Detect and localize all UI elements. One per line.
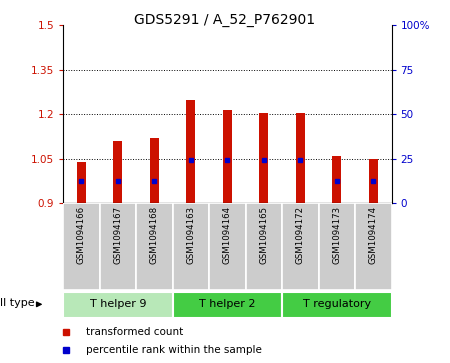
Text: transformed count: transformed count — [86, 327, 183, 337]
Bar — [259, 113, 268, 203]
Text: percentile rank within the sample: percentile rank within the sample — [86, 345, 262, 355]
Bar — [209, 203, 246, 290]
Bar — [296, 113, 305, 203]
Bar — [172, 292, 282, 318]
Bar — [319, 203, 355, 290]
Bar — [63, 292, 172, 318]
Bar — [76, 162, 86, 203]
Bar — [150, 138, 159, 203]
Text: T helper 9: T helper 9 — [90, 299, 146, 309]
Bar — [99, 203, 136, 290]
Bar — [332, 156, 341, 203]
Bar — [246, 203, 282, 290]
Bar — [282, 292, 392, 318]
Bar — [369, 159, 378, 203]
Text: T regulatory: T regulatory — [303, 299, 371, 309]
Text: GSM1094166: GSM1094166 — [77, 206, 86, 264]
Text: GSM1094165: GSM1094165 — [259, 206, 268, 264]
Text: GSM1094167: GSM1094167 — [113, 206, 122, 264]
Bar — [223, 110, 232, 203]
Bar — [136, 203, 172, 290]
Bar — [113, 141, 122, 203]
Text: GSM1094164: GSM1094164 — [223, 206, 232, 264]
Bar — [63, 203, 99, 290]
Bar — [355, 203, 392, 290]
Text: GDS5291 / A_52_P762901: GDS5291 / A_52_P762901 — [135, 13, 315, 27]
Text: GSM1094173: GSM1094173 — [332, 206, 341, 264]
Text: GSM1094174: GSM1094174 — [369, 206, 378, 264]
Text: GSM1094163: GSM1094163 — [186, 206, 195, 264]
Text: GSM1094172: GSM1094172 — [296, 206, 305, 264]
Text: cell type: cell type — [0, 298, 35, 309]
Text: GSM1094168: GSM1094168 — [150, 206, 159, 264]
Text: T helper 2: T helper 2 — [199, 299, 256, 309]
Bar — [172, 203, 209, 290]
Bar — [282, 203, 319, 290]
Bar — [186, 99, 195, 203]
